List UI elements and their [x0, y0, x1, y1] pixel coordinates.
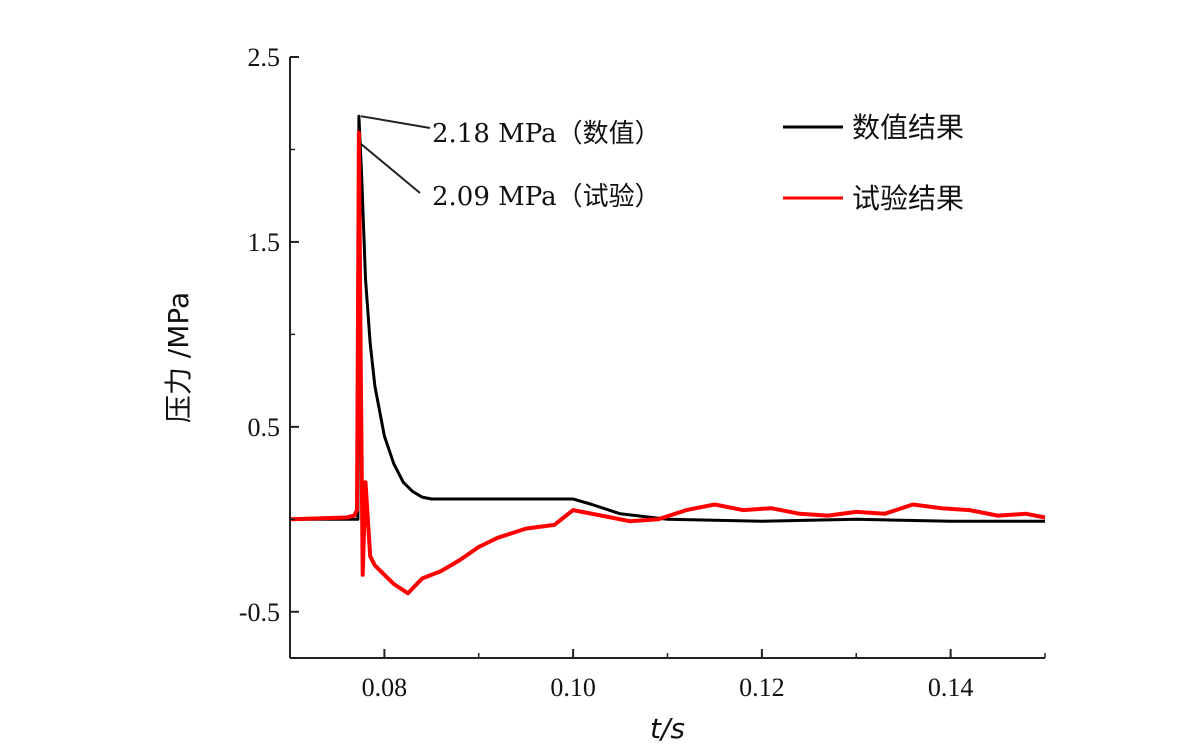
- annotations: 2.18 MPa（数值） 2.09 MPa（试验）: [360, 115, 661, 212]
- series-line-numerical: [290, 114, 1045, 523]
- series-layer: [289, 114, 1046, 596]
- x-tick-label: 0.14: [928, 673, 974, 702]
- legend-label: 试验结果: [852, 182, 964, 215]
- series-line-experimental: [289, 130, 1046, 596]
- x-tick-label: 0.12: [739, 673, 785, 702]
- y-tick-label: -0.5: [239, 598, 280, 627]
- y-tick-label: 2.5: [248, 43, 281, 72]
- y-tick-label: 1.5: [248, 228, 281, 257]
- x-axis-title: t/s: [650, 712, 685, 745]
- y-axis-title: 压力 /MPa: [162, 292, 195, 423]
- x-tick-label: 0.10: [550, 673, 596, 702]
- annotation-leader: [360, 143, 421, 194]
- axes: -0.5 0.5 1.5 2.5 0.08 0.10 0.12 0.14 t/s 压力 /MPa: [162, 43, 1046, 745]
- annotation-label: 2.09 MPa（试验）: [432, 182, 661, 212]
- x-tick-label: 0.08: [362, 673, 408, 702]
- y-tick-label: 0.5: [248, 413, 281, 442]
- legend-label: 数值结果: [852, 111, 964, 144]
- annotation-leader: [360, 115, 431, 129]
- annotation-label: 2.18 MPa（数值）: [432, 119, 661, 149]
